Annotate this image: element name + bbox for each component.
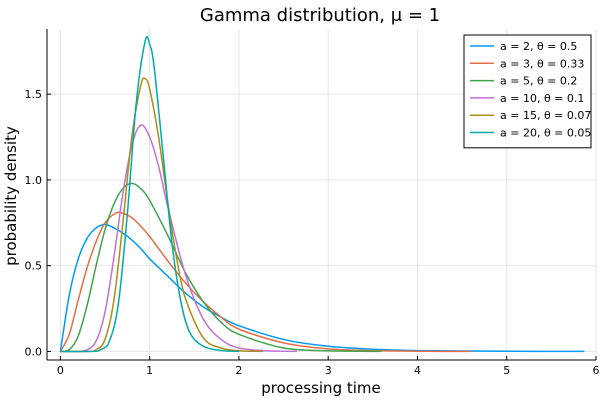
x-tick-label: 4 [414,364,421,377]
x-axis-label: processing time [261,379,381,397]
series-line-4 [60,77,264,353]
x-tick-label: 3 [325,364,332,377]
legend-entry: a = 15, θ = 0.07 [500,109,591,122]
y-tick-label: 0.5 [25,260,43,273]
series-line-3 [60,124,297,353]
legend-entry: a = 5, θ = 0.2 [500,75,577,88]
y-tick-label: 1.0 [25,174,43,187]
chart-title: Gamma distribution, μ = 1 [200,5,440,26]
y-tick-label: 0.0 [25,345,43,358]
x-tick-label: 6 [593,364,600,377]
legend-entry: a = 3, θ = 0.33 [500,57,584,70]
legend-entry: a = 20, θ = 0.05 [500,127,591,140]
legend-box [463,34,592,149]
y-tick-label: 1.5 [25,88,43,101]
series-line-0 [59,223,585,353]
series-lines [59,35,585,353]
legend-entry: a = 2, θ = 0.5 [500,40,577,53]
series-line-2 [60,182,382,353]
series-line-5 [60,35,239,353]
x-tick-label: 1 [146,364,153,377]
x-tick-label: 2 [235,364,242,377]
legend: a = 2, θ = 0.5 a = 3, θ = 0.33 a = 5, θ = … [463,34,592,149]
series-line-1 [59,211,472,353]
axes [46,29,597,361]
legend-entry: a = 10, θ = 0.1 [500,92,584,105]
tick-labels: 0 1 2 3 4 5 6 0.0 0.5 1.0 1.5 [25,88,600,377]
x-tick-label: 0 [57,364,64,377]
y-axis-label: probability density [2,126,20,266]
x-tick-label: 5 [503,364,510,377]
